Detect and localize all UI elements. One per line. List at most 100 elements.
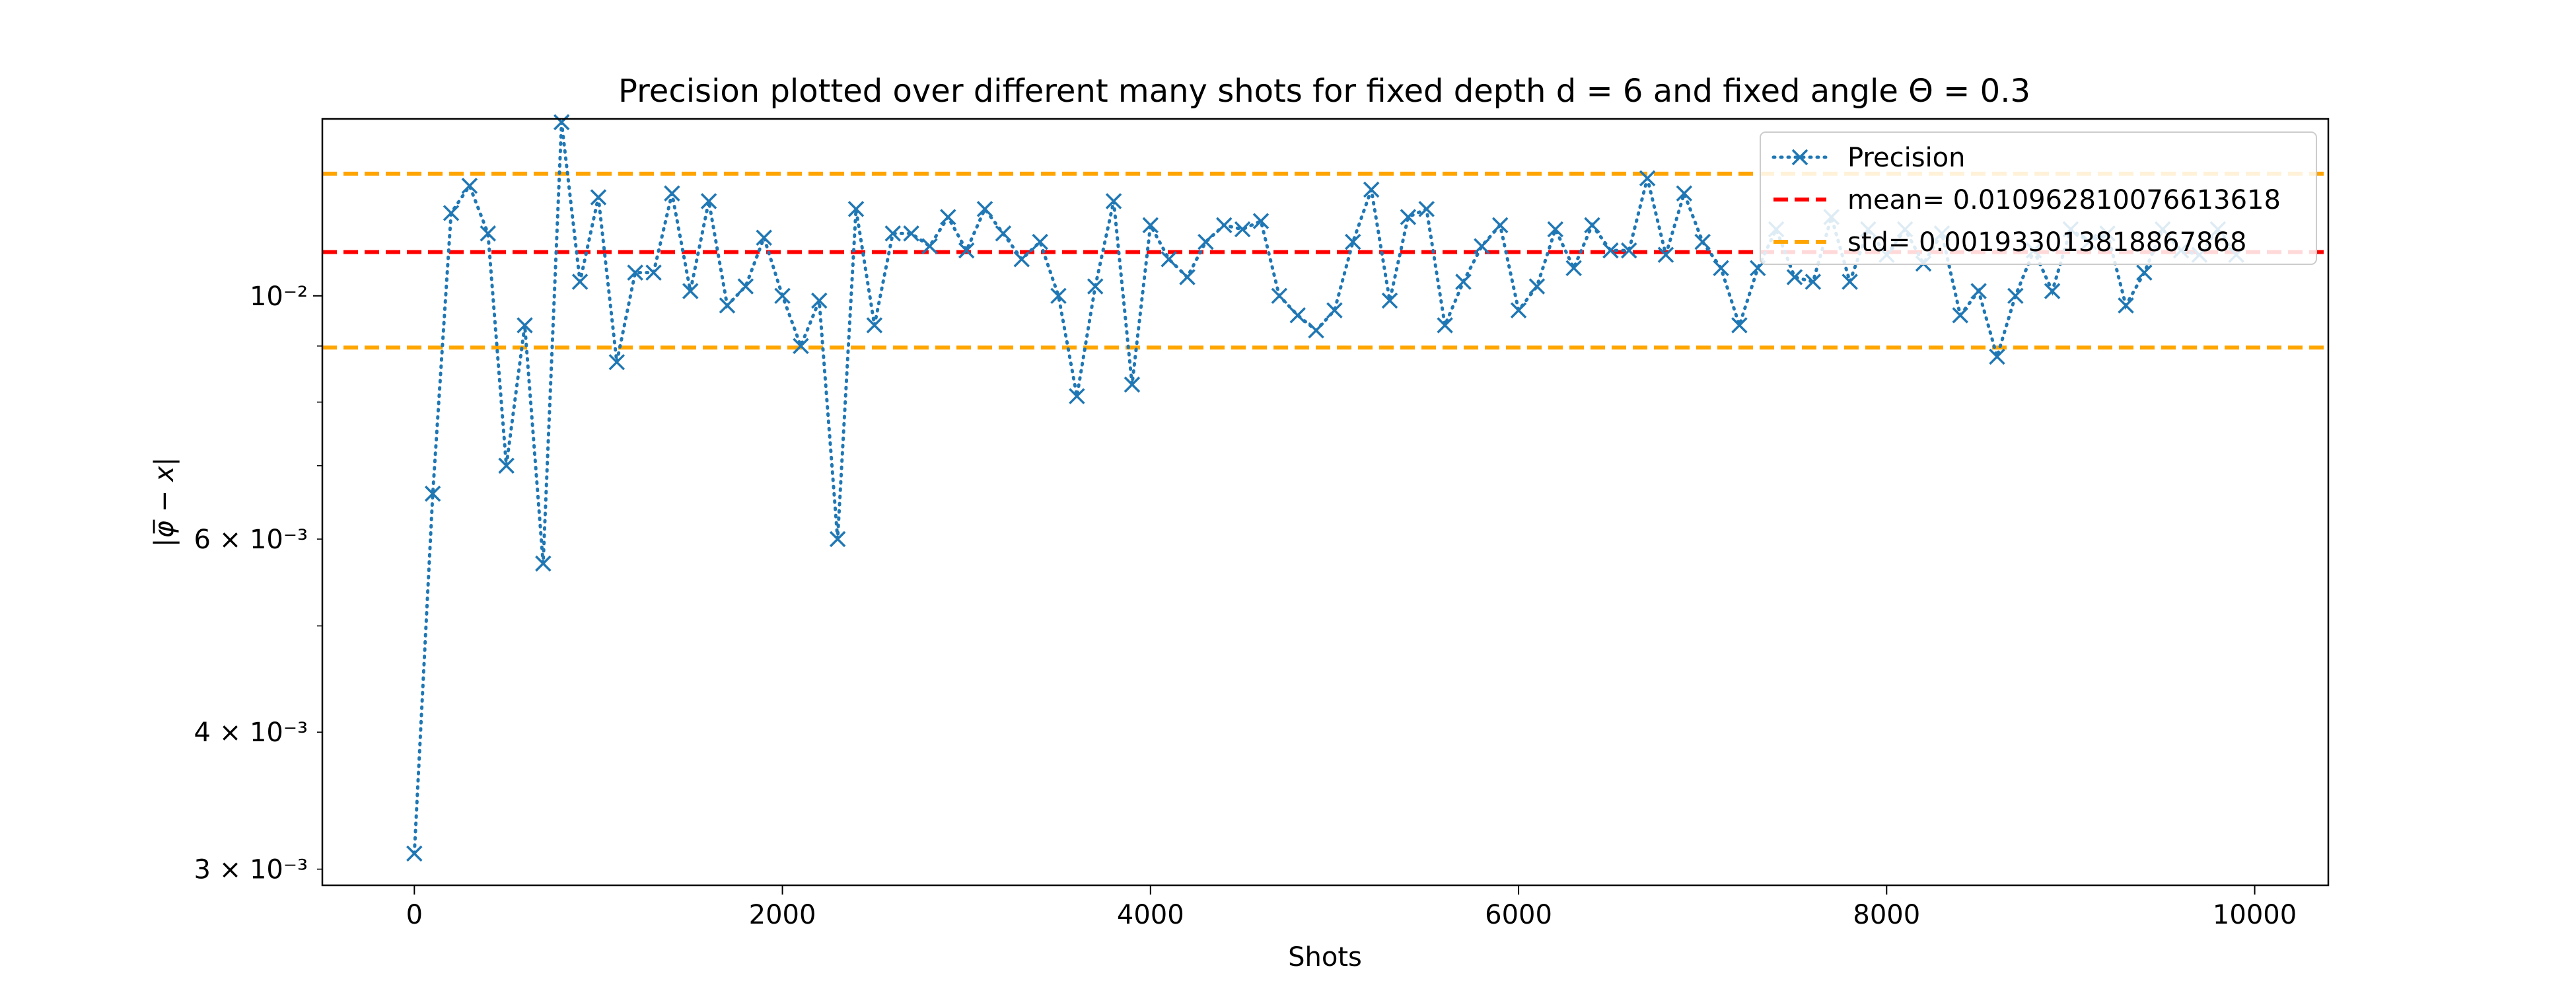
- precision-point: [608, 353, 626, 371]
- precision-point: [1676, 185, 1693, 202]
- point-stroke: [940, 209, 956, 225]
- x-tick-label: 8000: [1853, 900, 1920, 930]
- precision-point: [664, 185, 680, 202]
- point-stroke: [1528, 278, 1546, 295]
- precision-point: [829, 531, 846, 548]
- precision-point: [1179, 269, 1196, 285]
- point-stroke: [1179, 269, 1196, 285]
- point-stroke: [1252, 213, 1270, 229]
- y-minor-tick-label: 3 × 10⁻³: [194, 855, 308, 885]
- precision-point: [884, 225, 901, 242]
- point-stroke: [461, 177, 478, 194]
- point-stroke: [498, 457, 515, 474]
- point-stroke: [664, 185, 680, 202]
- precision-point: [1786, 269, 1803, 285]
- precision-point: [1952, 307, 1968, 324]
- point-stroke: [1345, 233, 1361, 250]
- precision-point: [1989, 348, 2005, 365]
- point-stroke: [700, 193, 717, 209]
- point-stroke: [1639, 170, 1656, 187]
- plot-frame: [321, 118, 2330, 887]
- point-stroke: [1805, 274, 1822, 290]
- precision-point: [645, 264, 662, 281]
- precision-point: [866, 317, 883, 334]
- precision-point: [1584, 217, 1600, 234]
- point-stroke: [682, 283, 699, 299]
- point-stroke: [1271, 287, 1288, 305]
- legend-label: std= 0.001933013818867868: [1847, 227, 2246, 258]
- point-stroke: [847, 201, 865, 217]
- precision-point: [406, 845, 423, 862]
- point-stroke: [1676, 185, 1693, 202]
- precision-point: [1842, 274, 1858, 290]
- precision-point: [903, 225, 919, 242]
- point-stroke: [1363, 181, 1380, 198]
- precision-point: [2044, 283, 2061, 299]
- precision-point: [1124, 376, 1141, 393]
- precision-point: [571, 274, 589, 290]
- point-stroke: [1124, 376, 1141, 393]
- precision-point: [1381, 292, 1398, 309]
- precision-point: [1565, 260, 1582, 277]
- precision-point: [1308, 322, 1324, 339]
- precision-point: [847, 201, 865, 217]
- precision-point: [1639, 170, 1656, 187]
- precision-point: [1474, 238, 1490, 254]
- precision-point: [1271, 287, 1288, 305]
- precision-point: [2118, 297, 2134, 314]
- point-stroke: [571, 274, 589, 290]
- precision-point: [1547, 221, 1564, 238]
- precision-point: [1050, 287, 1067, 305]
- point-stroke: [1842, 274, 1858, 290]
- point-stroke: [1400, 209, 1417, 225]
- precision-point: [1161, 251, 1177, 268]
- precision-point: [1013, 251, 1030, 268]
- precision-point: [921, 238, 938, 254]
- axes: 0 2000 4000 6000 8000 10000 10⁻² 3 × 10⁻³ 4 × 10…: [194, 281, 2297, 930]
- precision-point: [1602, 242, 1619, 259]
- point-stroke: [1547, 221, 1564, 238]
- y-minor-tick-label: 4 × 10⁻³: [194, 717, 308, 748]
- precision-point: [756, 229, 772, 246]
- precision-point: [535, 555, 552, 572]
- point-stroke: [1198, 233, 1214, 250]
- legend-entry-std: std= 0.001933013818867868: [1773, 227, 2246, 258]
- point-stroke: [903, 225, 919, 242]
- precision-point: [1069, 388, 1085, 404]
- point-stroke: [737, 278, 754, 295]
- precision-point: [1142, 217, 1159, 234]
- point-stroke: [2007, 287, 2024, 305]
- precision-point: [1198, 233, 1214, 250]
- x-axis-label: Shots: [1288, 942, 1362, 973]
- point-stroke: [2118, 297, 2134, 314]
- point-stroke: [1952, 307, 1968, 324]
- x-tick-label: 4000: [1117, 900, 1184, 930]
- point-stroke: [1418, 201, 1435, 217]
- precision-point: [700, 193, 717, 209]
- precision-point: [498, 457, 515, 474]
- precision-point: [1491, 217, 1509, 234]
- point-stroke: [1161, 251, 1177, 268]
- point-stroke: [1510, 302, 1527, 318]
- precision-point: [1713, 260, 1729, 277]
- point-stroke: [608, 353, 626, 371]
- precision-point: [1510, 302, 1527, 318]
- point-stroke: [976, 201, 993, 217]
- precision-point: [1087, 278, 1104, 295]
- point-stroke: [1289, 307, 1306, 324]
- point-stroke: [1602, 242, 1619, 259]
- point-stroke: [1326, 302, 1343, 318]
- precision-point: [1363, 181, 1380, 198]
- precision-point: [1105, 193, 1122, 209]
- precision-point: [590, 189, 607, 205]
- precision-point: [1731, 317, 1748, 334]
- point-stroke: [1455, 274, 1472, 290]
- precision-point: [2136, 264, 2153, 281]
- point-stroke: [1437, 317, 1453, 334]
- x-tick-label: 6000: [1485, 900, 1552, 930]
- precision-point: [737, 278, 754, 295]
- point-stroke: [1013, 251, 1030, 268]
- precision-point: [1216, 217, 1233, 234]
- point-stroke: [1786, 269, 1803, 285]
- precision-point: [1437, 317, 1453, 334]
